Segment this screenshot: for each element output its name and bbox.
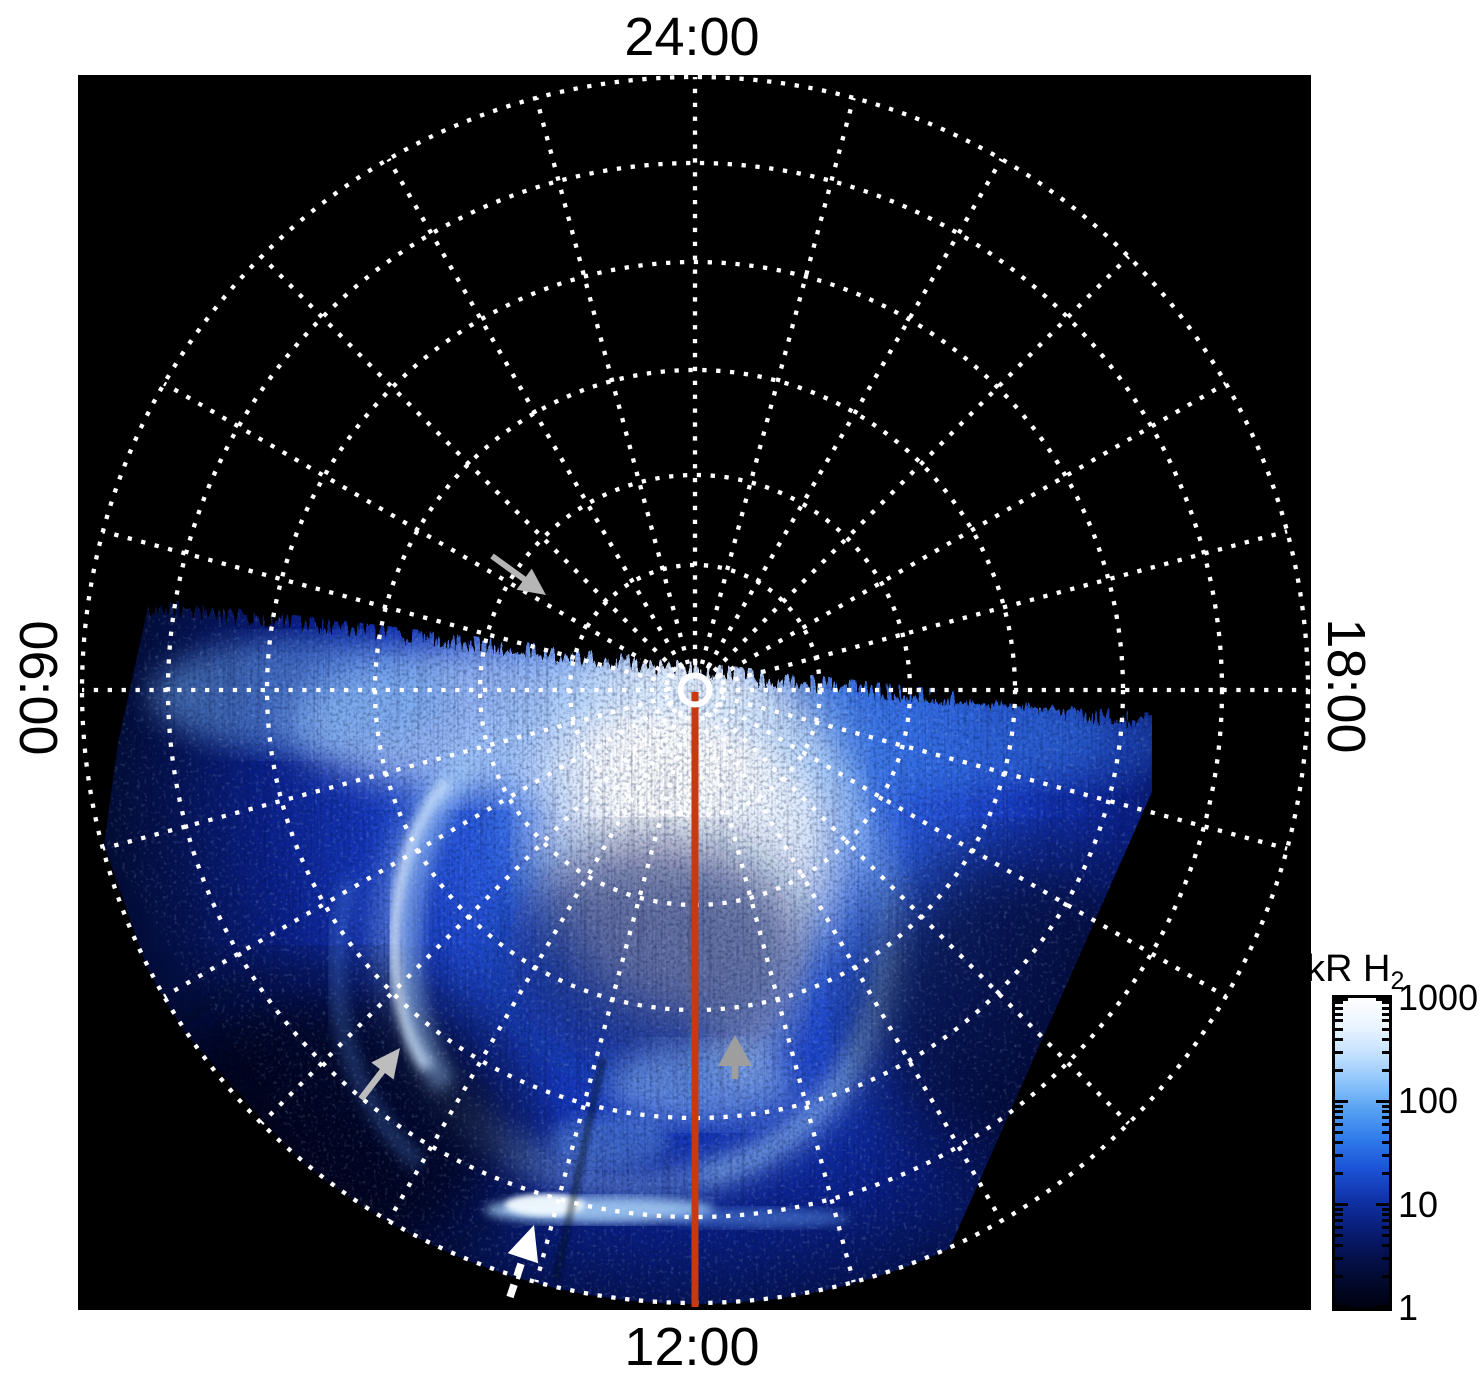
- colorbar-tickmark: [1381, 1130, 1389, 1134]
- colorbar-gradient: [1332, 995, 1392, 1311]
- colorbar-tickmark: [1335, 1104, 1343, 1108]
- colorbar-tickmark: [1376, 1203, 1389, 1207]
- aurora-layers: [81, 510, 1309, 1304]
- colorbar-tickmark: [1335, 1234, 1343, 1238]
- colorbar-tick-10: 10: [1398, 1183, 1439, 1225]
- axis-label-2400: 24:00: [624, 7, 760, 67]
- gray-arrow-oval-arc: [358, 1048, 400, 1101]
- colorbar-tickmark: [1335, 1275, 1343, 1279]
- colorbar-tickmark: [1376, 1305, 1389, 1308]
- gray-arrow-cusp: [718, 1035, 752, 1079]
- colorbar-tick-100: 100: [1398, 1080, 1459, 1122]
- colorbar-tickmark: [1381, 1219, 1389, 1223]
- colorbar-tickmark: [1381, 1172, 1389, 1176]
- colorbar-tickmark: [1335, 1012, 1343, 1016]
- colorbar-tickmark: [1376, 998, 1389, 1001]
- colorbar-tickmark: [1335, 1172, 1343, 1176]
- colorbar-tickmark: [1381, 1244, 1389, 1248]
- colorbar-title-main: kR H: [1306, 948, 1391, 990]
- aurora-polar-image: [80, 75, 1310, 1307]
- colorbar-tickmark: [1335, 1027, 1343, 1031]
- colorbar-tickmark: [1381, 1019, 1389, 1023]
- colorbar-tickmark: [1335, 1068, 1343, 1072]
- colorbar-tickmark: [1335, 998, 1348, 1001]
- axis-label-1200: 12:00: [624, 1317, 760, 1377]
- colorbar-tickmark: [1381, 1050, 1389, 1054]
- colorbar-tickmark: [1381, 1257, 1389, 1261]
- annotations-layer: [358, 553, 752, 1307]
- colorbar-title: kR H2: [1306, 948, 1404, 996]
- colorbar-title-subscript: 2: [1390, 967, 1405, 995]
- colorbar-tickmark: [1335, 1153, 1343, 1157]
- colorbar-tickmark: [1335, 1207, 1343, 1211]
- colorbar-tickmark: [1335, 1213, 1343, 1217]
- colorbar-tickmark: [1335, 1226, 1343, 1230]
- colorbar-tickmark: [1335, 1219, 1343, 1223]
- colorbar-tickmark: [1335, 1050, 1343, 1054]
- colorbar-tickmark: [1381, 1037, 1389, 1041]
- colorbar-tickmark: [1381, 1140, 1389, 1144]
- colorbar-tickmark: [1381, 1012, 1389, 1016]
- colorbar-tickmark: [1381, 1226, 1389, 1230]
- gray-arrow-poleward: [490, 553, 546, 595]
- colorbar-tickmark: [1381, 1104, 1389, 1108]
- colorbar-tickmark: [1335, 1006, 1343, 1010]
- colorbar-tickmark: [1381, 1213, 1389, 1217]
- colorbar-tickmark: [1381, 1122, 1389, 1126]
- axis-label-1800: 18:00: [1316, 618, 1376, 754]
- jagged-terminator-edge: [81, 510, 1309, 712]
- colorbar-tickmark: [1335, 1115, 1343, 1119]
- colorbar-tickmark: [1381, 1068, 1389, 1072]
- colorbar-tickmark: [1381, 1275, 1389, 1279]
- colorbar-tickmark: [1381, 1207, 1389, 1211]
- colorbar-tickmark: [1335, 1130, 1343, 1134]
- colorbar-tickmark: [1335, 1122, 1343, 1126]
- colorbar-tickmark: [1376, 1099, 1389, 1103]
- colorbar-tickmark: [1335, 1140, 1343, 1144]
- white-arrow-detached-arc: [506, 1225, 539, 1299]
- colorbar-tickmark: [1381, 1001, 1389, 1005]
- colorbar-tickmark: [1335, 1244, 1343, 1248]
- colorbar-tickmark: [1335, 1257, 1343, 1261]
- colorbar-tickmark: [1381, 1234, 1389, 1238]
- pole-marker: [677, 672, 713, 708]
- colorbar-tick-1: 1: [1398, 1287, 1419, 1328]
- polar-plot-area: [78, 75, 1311, 1310]
- colorbar-tickmark: [1381, 1109, 1389, 1113]
- colorbar-tickmark: [1381, 1115, 1389, 1119]
- colorbar-tick-1000: 1000: [1398, 977, 1479, 1018]
- colorbar-tickmark: [1381, 1027, 1389, 1031]
- axis-label-0600: 06:00: [8, 620, 68, 756]
- colorbar-tickmark: [1335, 1019, 1343, 1023]
- colorbar-tickmark: [1381, 1153, 1389, 1157]
- colorbar-tickmark: [1335, 1203, 1348, 1207]
- colorbar-tickmark: [1335, 1305, 1348, 1308]
- colorbar-tickmark: [1335, 1109, 1343, 1113]
- colorbar-tickmark: [1335, 1099, 1348, 1103]
- colorbar-tickmark: [1335, 1037, 1343, 1041]
- colorbar-tickmark: [1381, 1006, 1389, 1010]
- colorbar-tickmark: [1335, 1001, 1343, 1005]
